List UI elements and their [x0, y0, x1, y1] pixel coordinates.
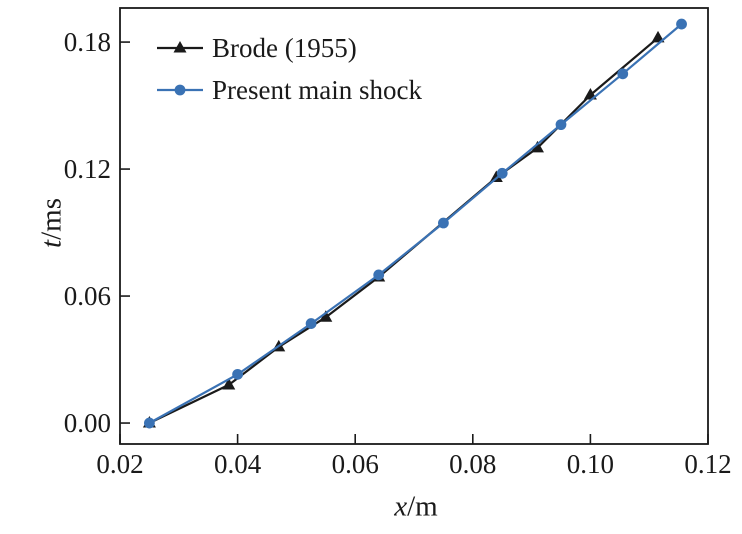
y-tick-label: 0.06 [64, 281, 111, 311]
circle-marker [144, 417, 155, 429]
triangle-marker [319, 310, 333, 322]
y-axis-unit: /ms [35, 198, 68, 240]
triangle-marker [222, 377, 236, 390]
y-tick-label: 0.12 [64, 154, 111, 184]
x-tick-label: 0.12 [684, 449, 731, 479]
legend-triangle-marker-icon [157, 41, 203, 53]
x-tick-label: 0.06 [332, 449, 379, 479]
x-axis-unit: /m [407, 490, 438, 523]
circle-marker [232, 368, 244, 380]
legend-label-present-main-shock: Present main shock [212, 74, 422, 105]
y-axis-symbol: t [35, 239, 68, 248]
circle-marker [617, 68, 629, 80]
plot-frame [119, 7, 709, 445]
triangle-marker [489, 170, 503, 183]
x-tick-label: 0.02 [96, 449, 143, 479]
legend-swatch-circle [174, 84, 186, 96]
circle-marker [496, 167, 508, 179]
legend: Brode (1955) Present main shock [157, 31, 422, 107]
x-tick-label: 0.08 [449, 449, 496, 479]
y-axis-label: t/ms [35, 198, 68, 248]
y-tick-label: 0.00 [64, 408, 111, 438]
x-axis-symbol: x [394, 490, 408, 523]
x-tick-label: 0.10 [567, 449, 614, 479]
circle-marker [373, 269, 385, 281]
y-tick-label: 0.18 [64, 27, 111, 57]
legend-label-brode: Brode (1955) [212, 32, 357, 63]
legend-item-present-main-shock: Present main shock [157, 73, 422, 107]
legend-item-brode: Brode (1955) [157, 31, 422, 65]
x-tick-label: 0.04 [214, 449, 262, 479]
circle-marker [555, 119, 567, 131]
circle-marker [305, 318, 317, 329]
x-axis-label: x/m [394, 490, 438, 523]
legend-swatch-triangle [173, 41, 187, 53]
triangle-marker [651, 30, 665, 43]
circle-marker [676, 18, 687, 30]
circle-marker [438, 217, 449, 229]
triangle-marker [530, 140, 544, 153]
legend-circle-marker-icon [157, 84, 203, 96]
